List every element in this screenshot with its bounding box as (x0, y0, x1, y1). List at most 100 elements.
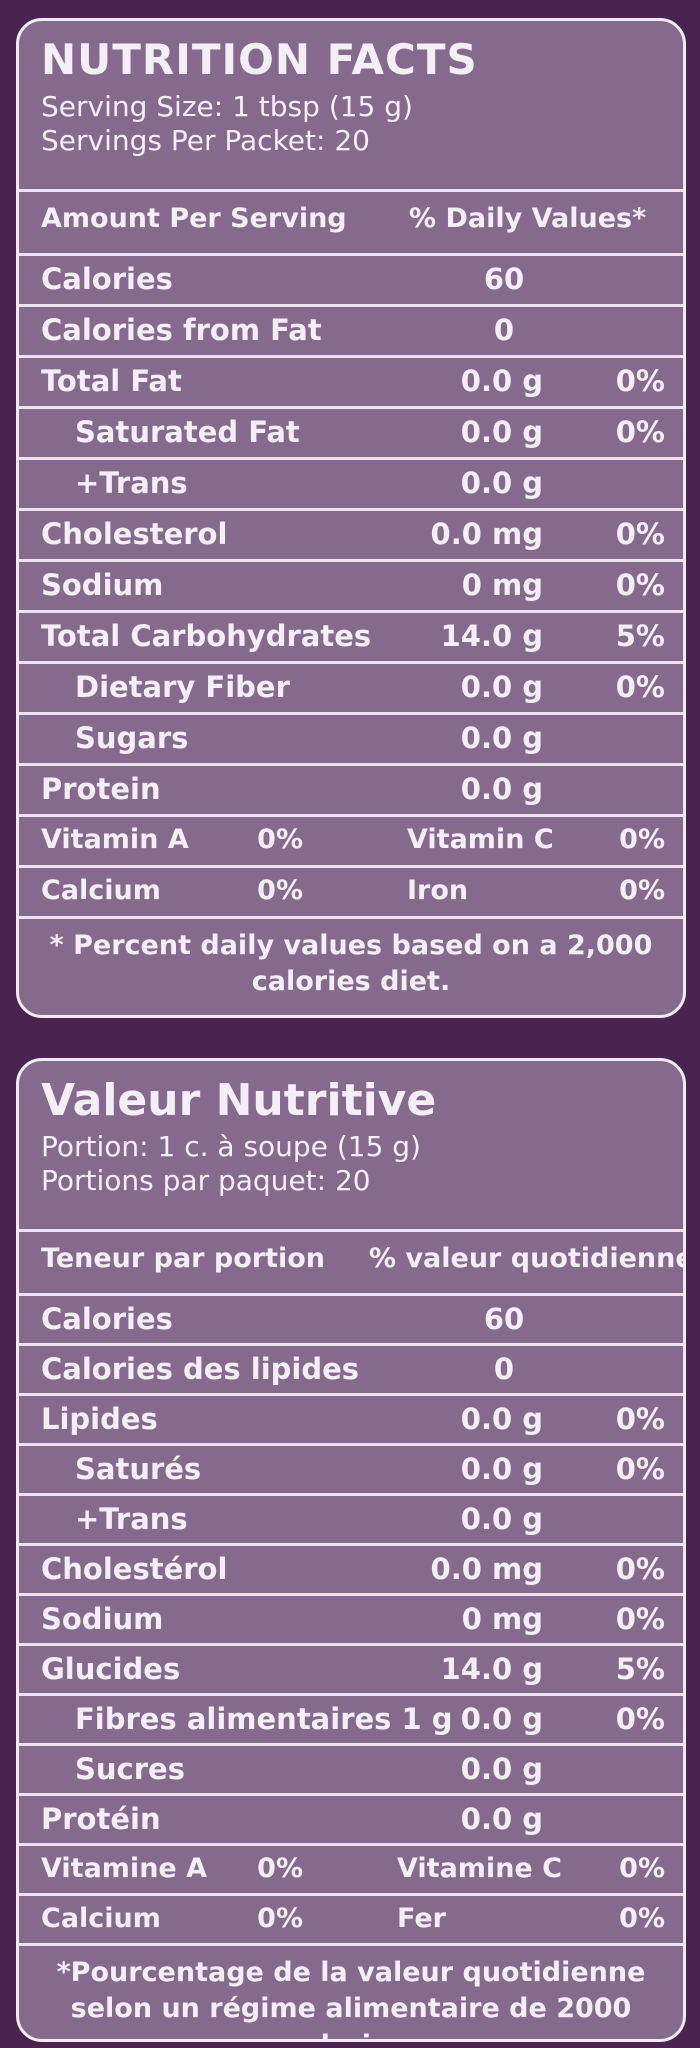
vitamin-value: 0% (257, 875, 303, 906)
daily-value: 0% (615, 1402, 665, 1436)
vitamin-value: 0% (619, 1903, 665, 1934)
nutrient-amount: 14.0 g (440, 1652, 543, 1686)
nutrient-amount: 0.0 g (460, 466, 543, 500)
nutrient-amount: 0 mg (461, 568, 543, 602)
vitamin-value: 0% (257, 1903, 303, 1934)
rule (19, 712, 683, 715)
serving-size: Portion: 1 c. à soupe (15 g) (41, 1130, 421, 1163)
nutrient-name: Protéin (41, 1802, 161, 1836)
rule (19, 508, 683, 511)
vitamin-value: 0% (619, 1853, 665, 1884)
vitamin-value: 0% (257, 1853, 303, 1884)
rule (19, 406, 683, 409)
nutrient-name: Glucides (41, 1652, 181, 1686)
nutrient-amount: 14.0 g (440, 619, 543, 653)
rule (19, 1393, 683, 1396)
servings: Servings Per Packet: 20 (41, 124, 370, 157)
rule (19, 1843, 683, 1846)
rule (19, 1793, 683, 1796)
serving-size: Serving Size: 1 tbsp (15 g) (41, 90, 413, 123)
nutrient-name: Cholestérol (41, 1552, 228, 1586)
vitamin-name: Vitamine C (397, 1853, 562, 1884)
servings: Portions par paquet: 20 (41, 1164, 371, 1197)
rule (19, 1893, 683, 1896)
nutrient-amount: 0.0 g (460, 1702, 543, 1736)
daily-value: 0% (615, 415, 665, 449)
nutrient-name: Sucres (75, 1752, 185, 1786)
vitamin-name: Vitamin A (41, 824, 189, 855)
nutrient-amount: 0.0 g (460, 1502, 543, 1536)
rule (19, 355, 683, 358)
nutrient-name: Sodium (41, 568, 164, 602)
nutrient-amount: 0 (493, 313, 515, 347)
rule (19, 1943, 683, 1946)
nutrient-name: +Trans (75, 1502, 188, 1536)
daily-value: 0% (615, 517, 665, 551)
nutrient-name: Sodium (41, 1602, 164, 1636)
nutrition-panel: Valeur Nutritive Portion: 1 c. à soupe (1… (16, 1058, 686, 2042)
vitamin-name: Vitamine A (41, 1853, 208, 1884)
rule (19, 610, 683, 613)
footnote: * Percent daily values based on a 2,000 … (49, 930, 653, 998)
vitamin-name: Calcium (41, 1903, 161, 1934)
daily-value: 5% (615, 1652, 665, 1686)
table-header: % Daily Values* (409, 203, 647, 234)
nutrient-name: +Trans (75, 466, 188, 500)
rule (19, 1693, 683, 1696)
daily-value: 5% (615, 619, 665, 653)
nutrient-amount: 0.0 g (460, 364, 543, 398)
daily-value: 0% (615, 1702, 665, 1736)
vitamin-name: Calcium (41, 875, 161, 906)
vitamin-value: 0% (257, 824, 303, 855)
panel-title: NUTRITION FACTS (41, 35, 478, 84)
nutrient-amount: 0.0 mg (430, 517, 543, 551)
nutrient-name: Calories (41, 262, 173, 296)
nutrient-amount: 0.0 g (460, 1402, 543, 1436)
nutrient-name: Saturated Fat (75, 415, 300, 449)
daily-value: 0% (615, 568, 665, 602)
rule (19, 189, 683, 192)
nutrient-amount: 0.0 g (460, 415, 543, 449)
nutrient-name: Fibres alimentaires 1 g (75, 1702, 453, 1736)
nutrient-name: Calories from Fat (41, 313, 322, 347)
rule (19, 304, 683, 307)
nutrient-name: Protein (41, 772, 161, 806)
nutrient-amount: 60 (483, 262, 525, 296)
table-header: Amount Per Serving (41, 203, 347, 234)
rule (19, 1343, 683, 1346)
rule (19, 1443, 683, 1446)
daily-value: 0% (615, 1552, 665, 1586)
nutrient-name: Cholesterol (41, 517, 228, 551)
nutrient-name: Dietary Fiber (75, 670, 290, 704)
rule (19, 865, 683, 868)
nutrient-name: Calories (41, 1302, 173, 1336)
daily-value: 0% (615, 1602, 665, 1636)
nutrient-amount: 0.0 mg (430, 1552, 543, 1586)
nutrient-amount: 0.0 g (460, 772, 543, 806)
rule (19, 814, 683, 817)
rule (19, 1543, 683, 1546)
panel-title: Valeur Nutritive (41, 1075, 437, 1126)
nutrient-name: Total Carbohydrates (41, 619, 372, 653)
daily-value: 0% (615, 364, 665, 398)
rule (19, 763, 683, 766)
rule (19, 1593, 683, 1596)
vitamin-value: 0% (619, 875, 665, 906)
daily-value: 0% (615, 1452, 665, 1486)
vitamin-name: Fer (397, 1903, 446, 1934)
nutrient-amount: 0 mg (461, 1602, 543, 1636)
nutrient-amount: 0.0 g (460, 670, 543, 704)
table-header: Teneur par portion (41, 1243, 326, 1274)
nutrient-amount: 0.0 g (460, 721, 543, 755)
daily-value: 0% (615, 670, 665, 704)
nutrient-amount: 0.0 g (460, 1452, 543, 1486)
rule (19, 1643, 683, 1646)
rule (19, 253, 683, 256)
nutrient-name: Saturés (75, 1452, 202, 1486)
nutrient-name: Calories des lipides (41, 1352, 360, 1386)
footnote: *Pourcentage de la valeur quotidienne se… (56, 1957, 646, 2039)
vitamin-name: Vitamin C (407, 824, 554, 855)
rule (19, 1229, 683, 1232)
nutrient-amount: 0 (493, 1352, 515, 1386)
